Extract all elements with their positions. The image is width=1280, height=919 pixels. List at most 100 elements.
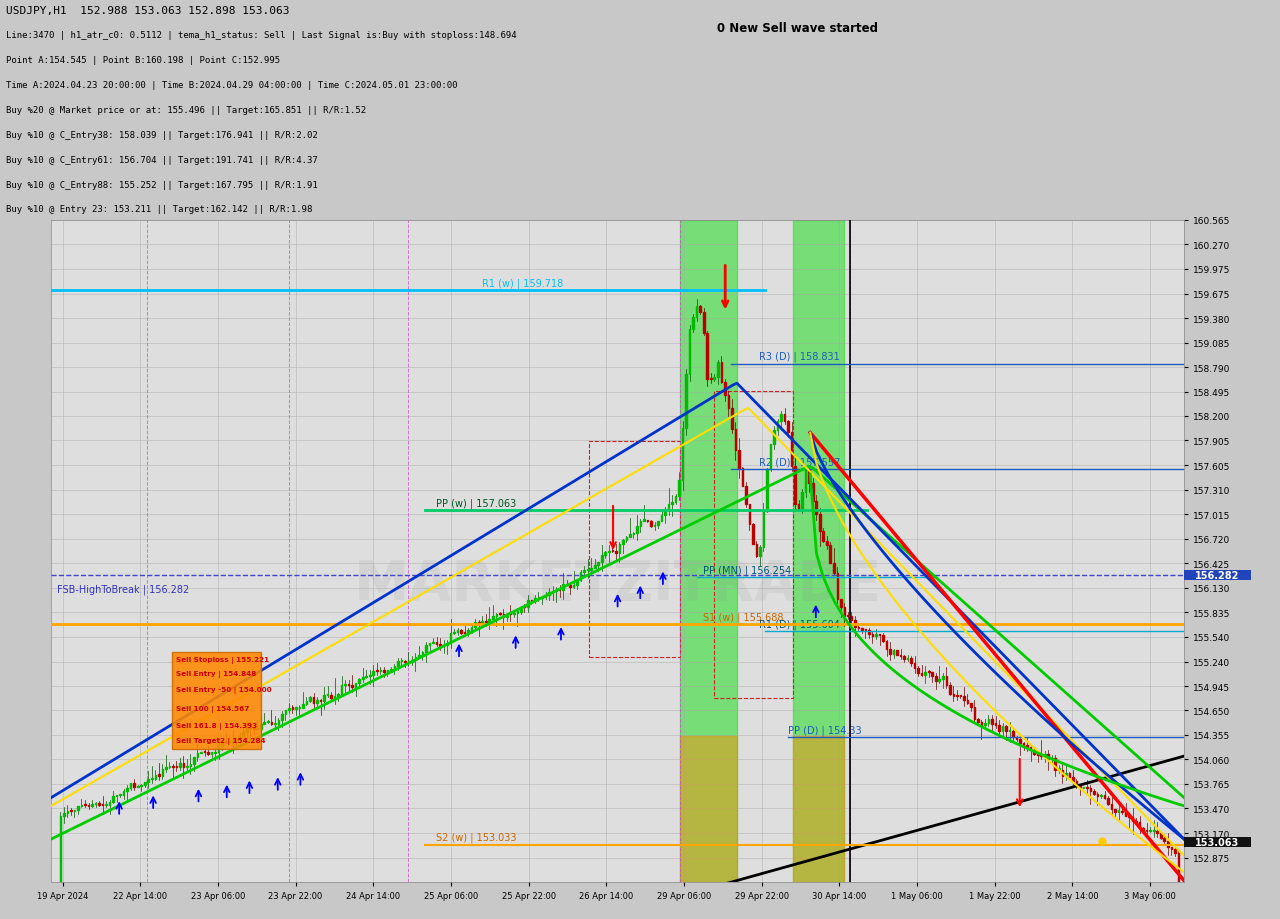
Bar <box>928 671 929 673</box>
Text: Buy %20 @ Entry 50: 151.719 || Target:158.648 || R/R:2.29: Buy %20 @ Entry 50: 151.719 || Target:15… <box>6 230 312 239</box>
Bar <box>604 552 607 556</box>
Bar <box>334 696 335 698</box>
Bar <box>232 742 233 743</box>
Bar <box>608 551 609 552</box>
Bar <box>562 584 564 590</box>
Bar <box>387 671 388 672</box>
Bar <box>682 428 684 481</box>
Bar <box>183 764 184 767</box>
Bar <box>948 685 951 694</box>
Bar <box>1101 795 1102 796</box>
Bar <box>165 767 166 769</box>
Bar <box>721 362 722 382</box>
Bar <box>1033 751 1036 754</box>
Bar <box>584 571 585 573</box>
Bar <box>612 550 613 551</box>
Bar <box>559 589 561 590</box>
Bar <box>1170 847 1172 849</box>
Text: R1 (w) | 159.718: R1 (w) | 159.718 <box>481 278 563 289</box>
Bar <box>316 700 317 704</box>
Bar <box>457 630 458 632</box>
Text: MARKETZITRADE: MARKETZITRADE <box>353 558 882 611</box>
Bar <box>995 723 996 725</box>
Bar <box>503 615 504 617</box>
Bar <box>963 697 965 700</box>
Text: S2 (w) | 153.033: S2 (w) | 153.033 <box>436 832 517 842</box>
Bar <box>589 441 680 657</box>
Bar <box>348 684 349 685</box>
Bar <box>527 601 529 607</box>
Bar <box>932 673 933 676</box>
Bar <box>749 505 750 525</box>
Bar <box>632 533 634 534</box>
Bar <box>727 395 730 408</box>
Text: Line:3470 | h1_atr_c0: 0.5112 | tema_h1_status: Sell | Last Signal is:Buy with s: Line:3470 | h1_atr_c0: 0.5112 | tema_h1_… <box>6 31 517 40</box>
Bar <box>576 580 579 585</box>
Bar <box>1012 732 1014 738</box>
Bar <box>628 534 631 538</box>
Bar <box>172 766 174 767</box>
Bar <box>876 634 877 637</box>
Bar <box>918 668 919 674</box>
Bar <box>851 617 852 620</box>
Bar <box>795 466 796 505</box>
Bar <box>123 791 124 795</box>
Bar <box>1019 739 1021 743</box>
Bar <box>161 769 163 776</box>
Text: PP (MN) | 156.254: PP (MN) | 156.254 <box>703 565 791 575</box>
Bar <box>837 573 838 600</box>
Bar <box>861 629 863 630</box>
Bar <box>453 632 454 633</box>
Bar <box>1139 823 1140 829</box>
Bar <box>823 531 824 541</box>
Bar <box>268 721 269 722</box>
Bar <box>105 804 106 805</box>
Bar <box>397 662 398 666</box>
Bar <box>207 753 209 754</box>
Bar <box>88 805 90 806</box>
Bar <box>383 671 384 672</box>
Bar <box>225 742 227 743</box>
Bar <box>1037 754 1038 755</box>
Bar <box>833 563 835 573</box>
Bar <box>288 709 289 710</box>
Bar <box>200 752 202 753</box>
Bar <box>598 562 599 565</box>
Bar <box>113 797 114 802</box>
Text: Point A:154.545 | Point B:160.198 | Point C:152.995: Point A:154.545 | Point B:160.198 | Poin… <box>6 56 280 65</box>
Bar <box>872 634 873 637</box>
Bar <box>1055 758 1056 770</box>
Bar <box>1087 788 1088 789</box>
Bar <box>534 598 536 601</box>
Bar <box>1079 786 1080 789</box>
Bar <box>970 703 972 707</box>
Bar <box>284 710 287 714</box>
Text: Buy %10 @ C_Entry38: 158.039 || Target:176.941 || R/R:2.02: Buy %10 @ C_Entry38: 158.039 || Target:1… <box>6 130 319 140</box>
Bar <box>115 795 118 797</box>
Bar <box>773 430 774 445</box>
Text: R3 (D) | 158.831: R3 (D) | 158.831 <box>759 351 840 362</box>
Bar <box>952 694 954 696</box>
Bar <box>1107 799 1108 803</box>
Bar <box>703 312 704 334</box>
Bar <box>489 619 490 624</box>
Text: Buy %10 @ C_Entry61: 156.704 || Target:191.741 || R/R:4.37: Buy %10 @ C_Entry61: 156.704 || Target:1… <box>6 155 319 165</box>
Bar <box>193 757 195 765</box>
Bar <box>815 502 817 514</box>
Bar <box>769 445 772 469</box>
Bar <box>1005 727 1007 732</box>
Bar <box>731 408 732 429</box>
Bar <box>143 782 146 785</box>
Bar <box>826 541 828 546</box>
Bar <box>1164 838 1165 841</box>
Bar <box>1030 747 1032 751</box>
Text: PP (D) | 154.33: PP (D) | 154.33 <box>787 724 861 734</box>
Bar <box>1156 831 1158 834</box>
Bar <box>654 526 655 527</box>
Bar <box>91 804 93 806</box>
Bar <box>250 727 251 729</box>
Bar <box>253 729 255 730</box>
Bar <box>714 391 794 698</box>
Bar <box>556 590 557 592</box>
Bar <box>541 597 543 598</box>
